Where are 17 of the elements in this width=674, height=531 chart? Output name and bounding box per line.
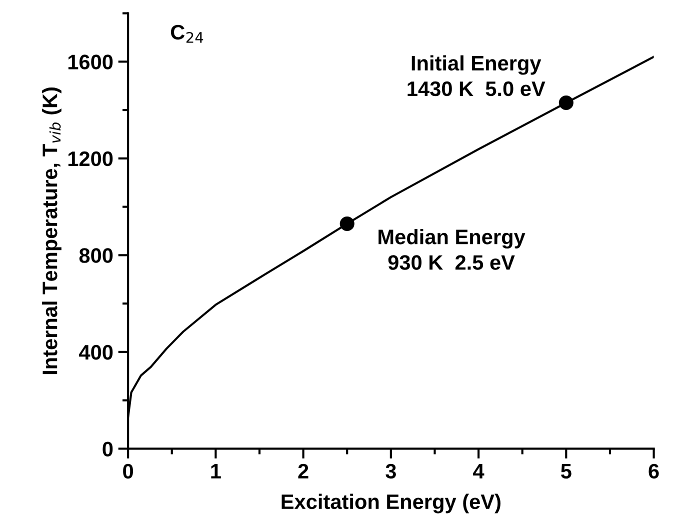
y-tick-label: 1200 [68,151,113,166]
y-tick-label: 1600 [68,54,113,70]
x-tick-label: 3 [386,464,396,479]
y-axis-title: Internal Temperature, T$_{vib}$ (K) [42,88,62,374]
x-tick-label: 5 [561,464,572,479]
x-tick-label: 0 [123,464,133,479]
annotation: C$_{24}$ [170,24,204,43]
y-tick-label: 800 [79,248,113,263]
x-tick-label: 1 [211,464,221,478]
annotation: Initial Energy 1430 K 5.0 eV [408,55,546,96]
y-tick-label: 0 [102,442,113,456]
y-tick-label: 400 [79,344,113,360]
annotation: Median Energy 930 K 2.5 eV [378,229,526,270]
x-tick-label: 6 [648,464,659,479]
x-tick-label: 4 [473,464,484,478]
x-axis-title: Excitation Energy (eV) [282,494,500,514]
x-tick-label: 2 [298,464,308,478]
